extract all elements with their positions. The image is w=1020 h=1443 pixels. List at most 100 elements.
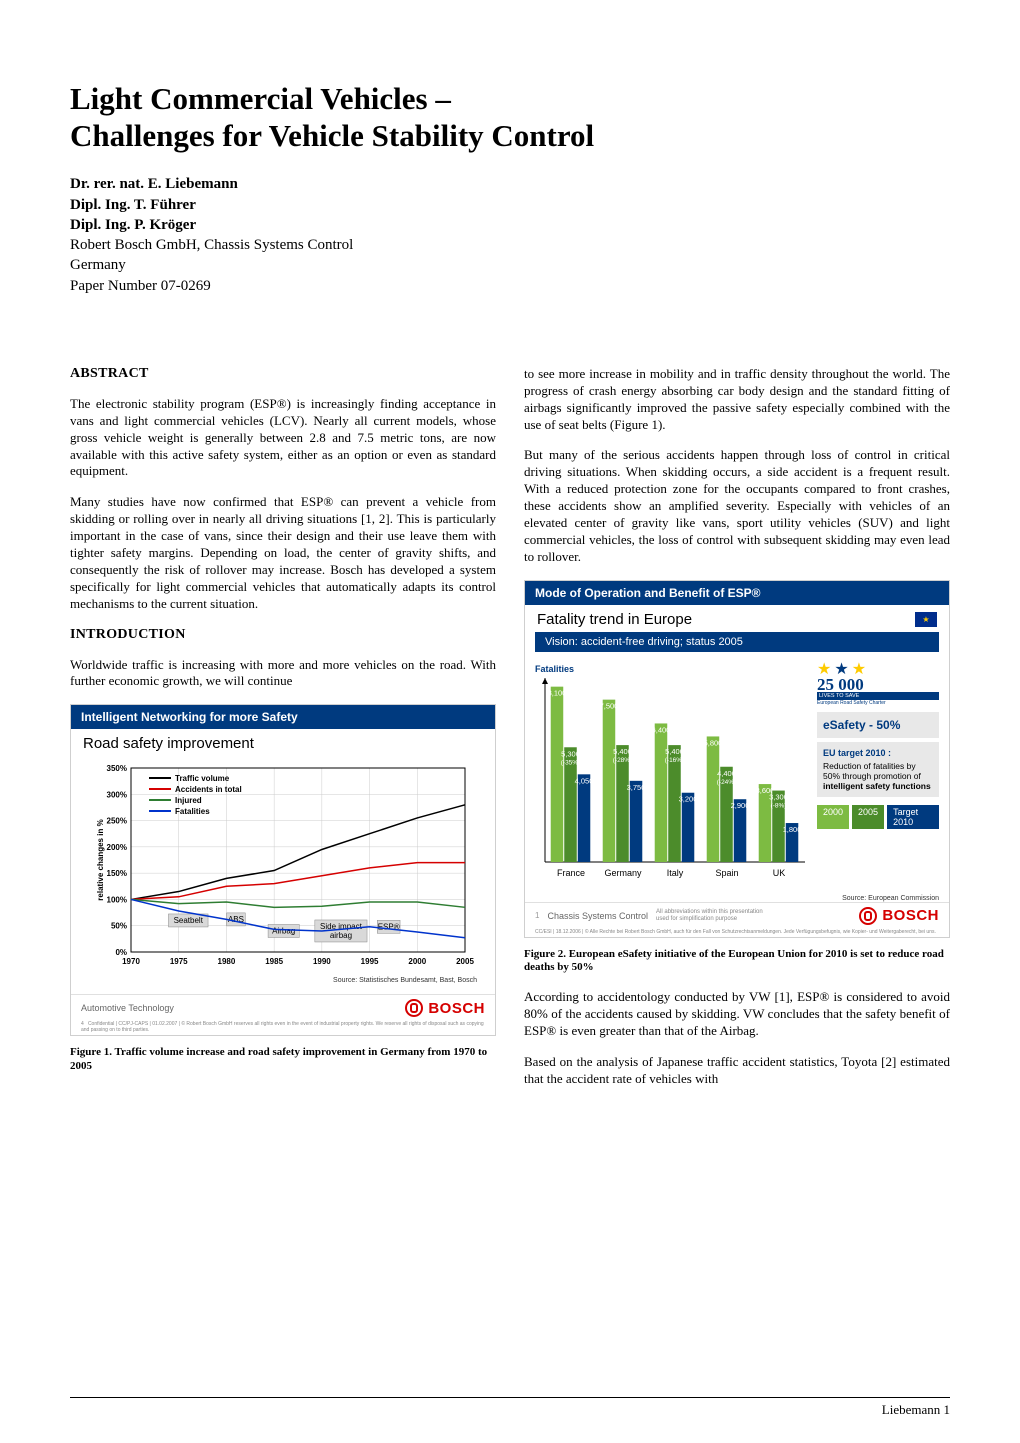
- fig2-footer-mid: All abbreviations within this presentati…: [656, 909, 763, 922]
- svg-text:250%: 250%: [107, 817, 127, 826]
- affiliation-1: Robert Bosch GmbH, Chassis Systems Contr…: [70, 235, 950, 255]
- two-column-body: ABSTRACT The electronic stability progra…: [70, 366, 950, 1088]
- svg-text:Seatbelt: Seatbelt: [174, 916, 204, 925]
- fig2-header-text: Mode of Operation and Benefit of ESP®: [535, 586, 761, 600]
- page-footer: Liebemann 1: [882, 1402, 950, 1418]
- author-1: Dr. rer. nat. E. Liebemann: [70, 174, 950, 194]
- fig1-caption: Figure 1. Traffic volume increase and ro…: [70, 1046, 496, 1074]
- fig2-chart-left: Fatalities France8,1005,300(-35%)4,050Ge…: [535, 664, 813, 889]
- year-chip: 2005: [852, 805, 884, 829]
- fig2-source: Source: European Commission: [525, 895, 949, 902]
- year-chip: Target 2010: [887, 805, 939, 829]
- year-chip: 2000: [817, 805, 849, 829]
- svg-text:Germany: Germany: [604, 868, 642, 878]
- eu-target-box: EU target 2010 : Reduction of fatalities…: [817, 742, 939, 798]
- fig2-body: Fatalities France8,1005,300(-35%)4,050Ge…: [525, 658, 949, 895]
- bosch-wordmark: BOSCH: [882, 907, 939, 924]
- ersc-number: 25 000: [817, 678, 939, 692]
- title-line-1: Light Commercial Vehicles –: [70, 81, 451, 116]
- right-p1: to see more increase in mobility and in …: [524, 366, 950, 434]
- svg-text:1970: 1970: [122, 957, 140, 966]
- fig2-header: Mode of Operation and Benefit of ESP®: [525, 581, 949, 605]
- fig2-ytitle: Fatalities: [535, 664, 813, 674]
- fig2-subtitle-row: Fatality trend in Europe ★: [525, 605, 949, 632]
- svg-text:2000: 2000: [408, 957, 426, 966]
- abstract-p1: The electronic stability program (ESP®) …: [70, 396, 496, 480]
- eu-target-title: EU target 2010 :: [823, 748, 933, 758]
- fig2-footer: 1 Chassis Systems Control All abbreviati…: [525, 902, 949, 929]
- ersc-sub2: European Road Safety Charter: [817, 700, 939, 706]
- fig1-source: Source: Statistisches Bundesamt, Bast, B…: [83, 977, 483, 984]
- esafety-title: eSafety - 50%: [823, 718, 933, 732]
- bosch-ring-icon: [859, 907, 877, 925]
- fig2-footer-left: Chassis Systems Control: [547, 911, 648, 921]
- paper-number: Paper Number 07-0269: [70, 276, 950, 296]
- left-column: ABSTRACT The electronic stability progra…: [70, 366, 496, 1088]
- svg-text:50%: 50%: [111, 922, 127, 931]
- svg-text:Airbag: Airbag: [272, 927, 295, 936]
- svg-text:1985: 1985: [265, 957, 283, 966]
- ersc-logo: ★ ★ ★: [817, 664, 939, 676]
- bosch-logo: BOSCH: [405, 999, 485, 1017]
- star-icon: ★: [817, 664, 831, 676]
- fig2-right-panel: ★ ★ ★ 25 000 LIVES TO SAVE European Road…: [817, 664, 939, 889]
- svg-text:300%: 300%: [107, 791, 127, 800]
- fig1-header: Intelligent Networking for more Safety: [71, 705, 495, 729]
- svg-text:8,100: 8,100: [548, 688, 567, 697]
- fig1-confidential: 4 Confidential | CC/PJ-CAPS | 01.02.2007…: [71, 1021, 495, 1035]
- bosch-wordmark: BOSCH: [428, 1000, 485, 1017]
- footer-rule: [70, 1397, 950, 1398]
- bosch-ring-icon: [405, 999, 423, 1017]
- fig2-vision-bar: Vision: accident-free driving; status 20…: [535, 632, 939, 652]
- svg-text:Traffic volume: Traffic volume: [175, 774, 230, 783]
- svg-text:airbag: airbag: [330, 931, 352, 940]
- svg-text:5,400: 5,400: [613, 747, 632, 756]
- svg-text:5,800: 5,800: [704, 738, 723, 747]
- svg-text:150%: 150%: [107, 869, 127, 878]
- intro-p1: Worldwide traffic is increasing with mor…: [70, 657, 496, 691]
- right-p4: Based on the analysis of Japanese traffi…: [524, 1054, 950, 1088]
- svg-text:1995: 1995: [361, 957, 379, 966]
- star-icon: ★: [852, 664, 866, 676]
- svg-text:5,400: 5,400: [665, 747, 684, 756]
- introduction-heading: INTRODUCTION: [70, 627, 496, 643]
- fig2-confidential: CC/ESI | 18.12.2006 | © Alle Rechte bei …: [525, 929, 949, 937]
- fig1-chart-body: 0%50%100%150%200%250%300%350%19701975198…: [71, 756, 495, 994]
- fig1-footer: Automotive Technology BOSCH: [71, 994, 495, 1021]
- svg-text:Accidents in total: Accidents in total: [175, 785, 242, 794]
- target-year-chips: 20002005Target 2010: [817, 805, 939, 829]
- svg-text:1980: 1980: [218, 957, 236, 966]
- svg-text:Fatalities: Fatalities: [175, 807, 210, 816]
- author-2: Dipl. Ing. T. Führer: [70, 195, 950, 215]
- star-icon: ★: [834, 664, 848, 676]
- svg-text:Injured: Injured: [175, 796, 202, 805]
- svg-text:7,500: 7,500: [600, 701, 619, 710]
- svg-text:200%: 200%: [107, 843, 127, 852]
- svg-text:Spain: Spain: [715, 868, 738, 878]
- svg-text:France: France: [557, 868, 585, 878]
- svg-text:350%: 350%: [107, 764, 127, 773]
- svg-text:(-16%): (-16%): [665, 757, 685, 764]
- svg-text:Italy: Italy: [667, 868, 684, 878]
- svg-text:1990: 1990: [313, 957, 331, 966]
- svg-text:1,800: 1,800: [783, 825, 802, 834]
- bosch-logo: BOSCH: [859, 907, 939, 925]
- right-p3: According to accidentology conducted by …: [524, 989, 950, 1040]
- svg-text:5,300: 5,300: [561, 749, 580, 758]
- svg-text:4,050: 4,050: [575, 776, 594, 785]
- fig2-subtitle: Fatality trend in Europe: [537, 611, 692, 628]
- paper-title: Light Commercial Vehicles – Challenges f…: [70, 80, 950, 154]
- svg-text:3,750: 3,750: [627, 782, 646, 791]
- svg-text:UK: UK: [773, 868, 786, 878]
- eu-flag-icon: ★: [915, 612, 937, 627]
- svg-text:4,400: 4,400: [717, 768, 736, 777]
- figure-1: Intelligent Networking for more Safety R…: [70, 704, 496, 1036]
- svg-text:2,900: 2,900: [731, 801, 750, 810]
- fig2-bar-chart: France8,1005,300(-35%)4,050Germany7,5005…: [535, 674, 813, 884]
- title-line-2: Challenges for Vehicle Stability Control: [70, 118, 594, 153]
- svg-text:1975: 1975: [170, 957, 188, 966]
- eu-target-body: Reduction of fatalities by 50% through p…: [823, 761, 933, 792]
- right-p2: But many of the serious accidents happen…: [524, 447, 950, 565]
- fig1-subtitle: Road safety improvement: [71, 729, 495, 756]
- affiliation-2: Germany: [70, 255, 950, 275]
